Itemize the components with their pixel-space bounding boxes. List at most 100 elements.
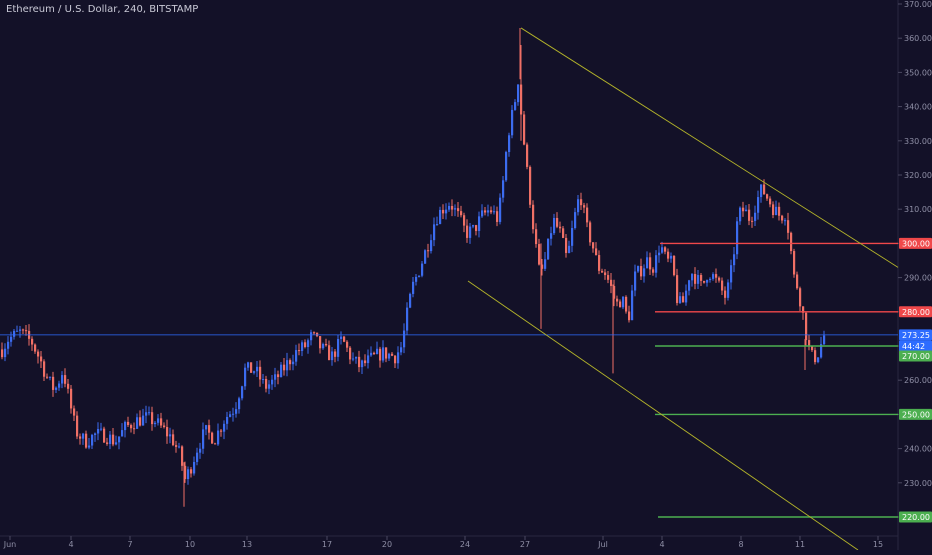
candle-body — [262, 378, 265, 380]
candle-body — [721, 280, 724, 291]
candle-body — [31, 338, 34, 345]
candle-body — [127, 421, 130, 426]
candle-body — [55, 387, 58, 390]
candle-body — [751, 220, 754, 222]
candle-body — [541, 264, 544, 269]
candle-body — [736, 221, 739, 255]
candle-body — [283, 364, 286, 371]
candle-body — [439, 209, 442, 225]
candle-body — [385, 347, 388, 359]
candle-body — [193, 461, 196, 474]
candle-body — [211, 432, 214, 444]
candle-body — [727, 282, 730, 298]
candle-body — [742, 207, 745, 212]
candle-body — [238, 398, 241, 410]
candle-body — [130, 425, 133, 429]
badge-current-price: 273.25 — [902, 331, 930, 340]
candle-body — [151, 412, 154, 425]
candle-body — [250, 362, 253, 373]
candle-body — [637, 266, 640, 272]
candle-body — [340, 336, 343, 339]
candle-body — [286, 360, 289, 371]
candles-layer — [1, 27, 826, 507]
candle-body — [418, 275, 421, 277]
candle-body — [508, 135, 511, 153]
x-tick-label: 11 — [795, 540, 805, 549]
candle-body — [676, 275, 679, 303]
candle-body — [448, 206, 451, 210]
candle-body — [226, 416, 229, 424]
candle-body — [4, 348, 7, 358]
candle-body — [433, 224, 436, 241]
candle-body — [793, 251, 796, 275]
candle-body — [673, 255, 676, 276]
candle-body — [628, 311, 631, 321]
badge-250-bg — [899, 408, 932, 420]
candle-body — [613, 285, 616, 299]
candle-body — [811, 345, 814, 351]
candle-body — [94, 433, 97, 435]
candle-body — [553, 217, 556, 234]
candle-body — [169, 434, 172, 437]
candle-body — [70, 388, 73, 409]
candle-body — [157, 418, 160, 423]
candle-body — [547, 238, 550, 260]
candle-body — [754, 212, 757, 221]
badge-250: 250.00 — [902, 410, 930, 419]
candle-body — [289, 360, 292, 365]
candle-body — [103, 428, 106, 443]
upper-trendline[interactable] — [520, 27, 899, 268]
candle-body — [472, 225, 475, 227]
candle-body — [349, 347, 352, 360]
candle-body — [52, 376, 55, 390]
candle-body — [265, 378, 268, 389]
candle-body — [325, 343, 328, 346]
candle-body — [610, 279, 613, 286]
candle-body — [310, 332, 313, 341]
badge-countdown-bg — [899, 340, 932, 352]
candle-body — [733, 254, 736, 266]
candle-body — [706, 279, 709, 283]
candle-body — [202, 429, 205, 449]
candle-body — [454, 208, 457, 210]
candle-body — [214, 443, 217, 445]
candle-body — [184, 465, 187, 480]
candle-body — [505, 152, 508, 181]
candle-body — [616, 298, 619, 302]
candle-body — [655, 255, 658, 273]
candle-body — [526, 144, 529, 167]
badge-220-bg — [899, 511, 932, 523]
candle-body — [397, 352, 400, 364]
candle-body — [118, 436, 121, 443]
candle-body — [730, 265, 733, 283]
candle-body — [787, 220, 790, 233]
candle-body — [820, 344, 823, 358]
badge-280-bg — [899, 306, 932, 318]
candle-body — [337, 338, 340, 357]
x-tick-label: 10 — [185, 540, 195, 549]
candle-body — [163, 425, 166, 428]
candle-body — [76, 415, 79, 437]
candle-body — [34, 344, 37, 352]
candle-body — [760, 184, 763, 198]
candle-body — [241, 386, 244, 399]
candle-body — [376, 348, 379, 355]
candle-body — [292, 361, 295, 365]
candle-body — [73, 408, 76, 416]
candle-body — [634, 271, 637, 291]
candle-body — [367, 355, 370, 364]
badge-270-bg — [899, 350, 932, 362]
lower-trendline[interactable] — [467, 280, 859, 551]
x-tick-label: Jul — [597, 540, 608, 549]
badge-280: 280.00 — [902, 308, 930, 317]
candle-body — [37, 351, 40, 357]
candle-body — [571, 228, 574, 246]
candle-body — [355, 356, 358, 359]
candle-body — [715, 274, 718, 278]
candle-body — [796, 274, 799, 289]
candle-body — [259, 366, 262, 380]
candle-body — [625, 296, 628, 312]
x-tick-label: 8 — [738, 540, 743, 549]
